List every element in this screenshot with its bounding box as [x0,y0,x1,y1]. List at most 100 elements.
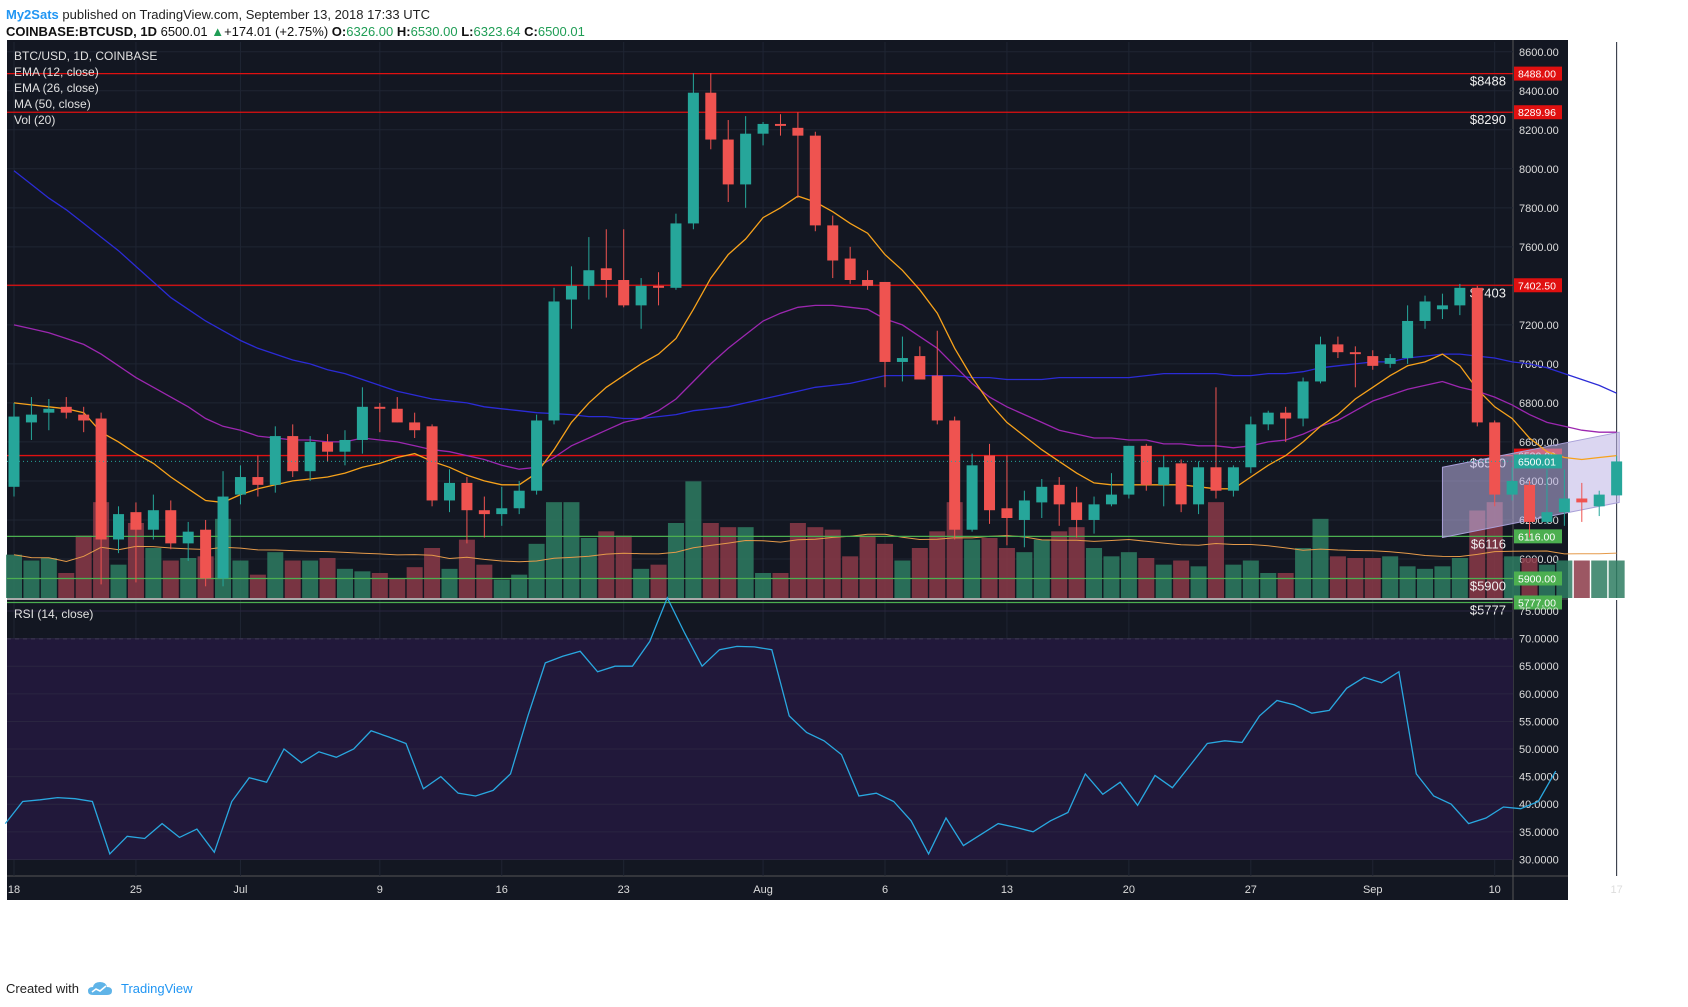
candle-body [1105,494,1117,505]
level-axis-label: 6116.00 [1518,531,1555,543]
candle-body [130,512,142,530]
candle-body [478,510,490,515]
candle-body [1436,305,1448,310]
volume-bar [528,543,545,598]
volume-bar [424,548,441,598]
volume-bar [441,568,458,598]
candle-body [1611,461,1623,496]
volume-bar [981,538,998,598]
volume-bar [1260,573,1277,598]
volume-bar [859,535,876,598]
candle-body [339,439,351,452]
x-tick-label: 16 [496,884,508,896]
volume-bar [1382,556,1399,598]
level-label: $5900 [1470,578,1506,593]
volume-bar [336,568,353,598]
candle-body [949,420,961,530]
volume-bar [1591,560,1608,598]
volume-bar [1434,566,1451,598]
rsi-y-tick-label: 40.0000 [1519,799,1559,811]
volume-bar [1504,556,1521,598]
volume-bar [1051,531,1068,598]
rsi-y-tick-label: 45.0000 [1519,772,1559,784]
x-tick-label: Jul [233,884,247,896]
candle-body [844,258,856,281]
candle-body [914,356,926,380]
candle-body [531,420,543,491]
level-label: $8290 [1470,112,1506,127]
time-axis [7,876,1513,900]
rsi-y-tick-label: 55.0000 [1519,716,1559,728]
legend-entry: Vol (20) [14,113,55,127]
candle-body [1262,412,1274,425]
candle-body [1384,358,1396,364]
change-value: +174.01 (+2.75%) [224,24,329,39]
x-tick-label: 10 [1489,884,1501,896]
level-axis-tag [1514,66,1562,81]
rsi-y-tick-label: 35.0000 [1519,827,1559,839]
rsi-y-tick-label: 30.0000 [1519,854,1559,866]
volume-bar [389,578,406,598]
volume-bar [145,548,162,598]
candle-body [896,358,908,362]
volume-bar [615,535,632,598]
volume-bar [23,560,40,598]
y-tick-label: 8200.00 [1519,125,1559,137]
volume-bar [1399,566,1416,598]
level-axis-label: 5777.00 [1518,597,1556,609]
candle-body [1593,494,1605,507]
candle-body [1018,500,1030,520]
x-tick-label: 25 [130,884,142,896]
volume-bar [1312,518,1329,598]
candle-body [1210,467,1222,491]
level-label: $5777 [1470,602,1506,617]
high-label: H: [396,24,411,39]
volume-bar [650,564,667,598]
candle-body [1001,508,1013,519]
volume-bar [1295,548,1312,598]
candle-body [757,123,769,134]
rsi-y-tick-label: 60.0000 [1519,689,1559,701]
candle-body [1140,445,1152,485]
last-price: 6500.01 [160,24,208,39]
candle-body [1036,486,1048,503]
volume-bar [824,529,841,598]
tradingview-link[interactable]: TradingView [120,981,193,996]
close-value: 6500.01 [537,24,585,39]
open-value: 6326.00 [346,24,394,39]
volume-bar [1033,539,1050,598]
candle-body [409,422,421,431]
volume-bar [406,567,423,598]
candle-body [862,280,874,286]
last-price-tag [1514,454,1562,469]
candle-body [774,123,786,126]
volume-bar [807,527,824,598]
candle-body [827,225,839,261]
volume-bar [476,564,493,598]
volume-bar [1155,564,1172,598]
volume-bar [58,573,75,598]
author-link[interactable]: My2Sats [6,7,59,22]
volume-bar [110,564,127,598]
candle-body [113,514,125,540]
volume-bar [877,543,893,598]
ma50-line [13,170,1617,420]
publish-header: My2Sats published on TradingView.com, Se… [6,4,430,26]
candle-body [1297,381,1309,419]
candle-body [252,477,264,485]
volume-bar [1417,568,1434,598]
candle-body [1315,344,1326,382]
candle-body [182,531,194,544]
volume-bar [1016,552,1033,598]
x-tick-label: 20 [1123,884,1135,896]
candle-body [1576,498,1588,503]
candle-body [1541,512,1553,522]
y-tick-label: 8600.00 [1519,47,1559,59]
volume-bar [511,574,528,598]
volume-bar [1329,556,1346,598]
level-axis-tag [1514,571,1562,586]
candle-body [43,408,55,413]
x-tick-label: 9 [377,884,383,896]
candle-body [618,280,630,306]
